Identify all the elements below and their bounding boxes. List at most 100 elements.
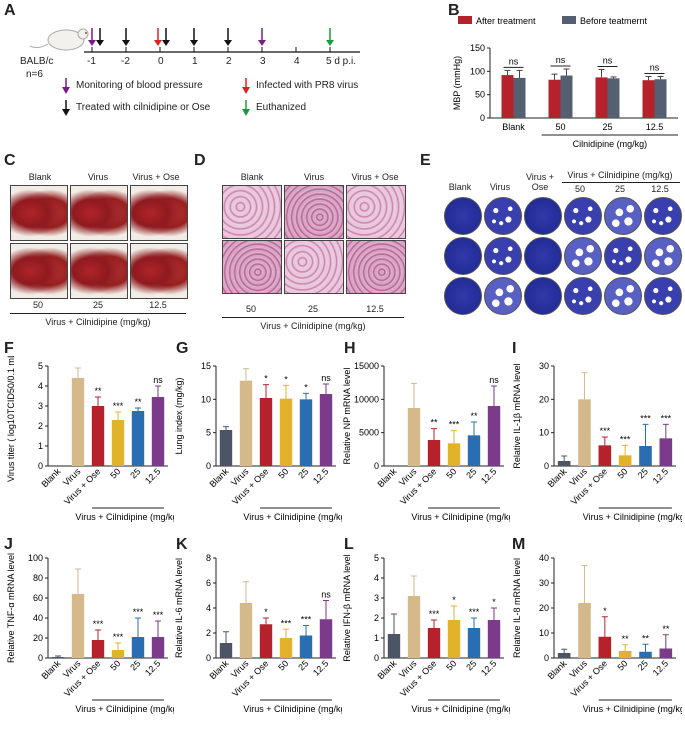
x-tick-label: 12.5 [646,122,664,132]
histo-image-virus [284,185,344,239]
bar [151,397,165,466]
x-tick-label: 50 [444,658,458,672]
bar [578,603,591,658]
tick-label-m1: -1 [87,56,96,67]
significance-label: ** [662,624,670,634]
bar [259,624,273,658]
bar [598,445,612,466]
y-tick-label: 80 [33,573,43,583]
bar [487,620,501,658]
y-tick-label: 15 [201,361,211,371]
bar [639,651,652,658]
y-axis-label: Lung index (mg/kg) [174,377,184,454]
x-tick-label: Blank [546,466,569,489]
significance-label: ** [94,386,102,396]
significance-label: *** [661,413,672,423]
histo-image-50 [222,240,282,294]
x-tick-label: 25 [464,658,478,672]
x-tick-label: 25 [464,466,478,480]
significance-label: *** [93,619,104,629]
y-tick-label: 50 [475,90,485,100]
bar [557,461,571,466]
y-tick-label: 5 [206,428,211,438]
x-tick-label: 12.5 [651,658,670,677]
group-label: Virus + Cilnidipine (mg/kg) [75,512,174,522]
y-tick-label: 10 [539,628,549,638]
y-tick-label: 2 [206,628,211,638]
legend-virus-arrow-icon [242,78,250,94]
bar [71,378,85,466]
bar [91,406,105,466]
c-label-blank: Blank [28,172,52,182]
x-tick-label: Blank [502,122,525,132]
legend-treat-arrow-icon [62,100,70,116]
y-axis-label: Relative IL-8 mRNA level [512,558,522,658]
mouse-n-label: n=6 [26,69,43,80]
bar [654,79,667,118]
lung-image-25 [70,243,128,299]
y-tick-label: 5000 [359,428,379,438]
lung-image-virus [70,185,128,241]
y-tick-label: 0 [206,461,211,471]
significance-label: ns [603,55,613,65]
x-tick-label: 50 [276,658,290,672]
chart-l-svg: Relative IFN-β mRNA level 012345BlankViru… [342,553,517,714]
d-label-ose: Virus + Ose [351,172,399,182]
bar [219,430,233,466]
plaque-well [604,237,642,275]
x-tick-label: 12.5 [479,658,498,677]
y-tick-label: 0 [544,461,549,471]
y-tick-label: 5 [374,553,379,563]
bar [219,643,233,658]
x-tick-label: 50 [615,466,629,480]
c-label-ose: Virus + Ose [132,172,180,182]
bar [51,657,65,658]
significance-label: *** [640,413,651,423]
y-tick-label: 2 [374,613,379,623]
d-label-25: 25 [307,304,318,314]
x-tick-label: 25 [128,466,142,480]
significance-label: *** [113,632,124,642]
panel-label-c: C [4,152,16,169]
significance-label: ** [430,418,438,428]
bar [279,638,293,658]
d-label-12-5: 12.5 [366,304,384,314]
significance-label: *** [153,610,164,620]
x-tick-label: 50 [615,658,629,672]
panel-label-e: E [420,152,431,169]
tick-label-4: 4 [294,56,300,67]
panel-label-h: H [344,340,356,357]
lung-image-ose [130,185,188,241]
bar [557,653,571,658]
bar [299,399,313,466]
bar [548,79,561,118]
legend-bp-arrow-icon [62,78,70,94]
bar [239,603,253,658]
c-footer-line [10,313,186,314]
y-axis-label: Relative IL-1β mRNA level [512,363,522,468]
bar [578,399,591,466]
tick-label-3: 3 [260,56,266,67]
plaque-well [484,237,522,275]
significance-label: * [304,382,308,392]
bar [659,648,673,658]
legend-label: After treatment [476,16,536,26]
y-tick-label: 20 [539,603,549,613]
x-tick-label: 12.5 [143,466,162,485]
bar [659,438,673,466]
x-tick-label: 12.5 [311,658,330,677]
legend-euth-arrow-icon [242,100,250,116]
plaque-well [644,277,682,315]
plaque-well [444,277,482,315]
bar [487,406,501,466]
x-tick-label: 25 [296,466,310,480]
x-tick-label: 25 [296,658,310,672]
significance-label: ns [556,55,566,65]
lung-image-blank [10,185,68,241]
plaque-well [484,277,522,315]
panel-label-l: L [344,536,354,553]
y-tick-label: 60 [33,593,43,603]
y-tick-label: 4 [38,381,43,391]
bar [467,628,481,658]
significance-label: *** [449,420,460,430]
